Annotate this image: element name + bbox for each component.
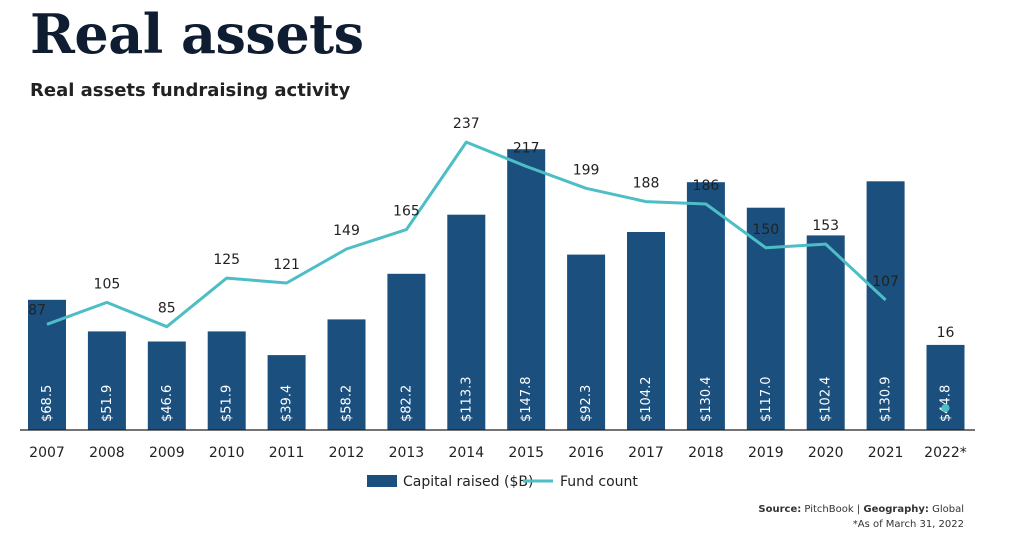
bar-value-label: $51.9 <box>100 385 115 422</box>
x-tick-label: 2013 <box>389 445 425 461</box>
x-tick-label: 2014 <box>448 445 484 461</box>
tick-layer: 2007 2008 2009 2010 2011 2012 2013 2014 2015 2016… <box>29 445 967 461</box>
fund-count-label: 186 <box>693 178 720 194</box>
bar-value-label: $147.8 <box>519 377 534 423</box>
fund-count-label: 149 <box>333 223 360 239</box>
legend-bar-swatch <box>367 475 397 487</box>
bar <box>28 299 66 430</box>
fund-count-label: 16 <box>937 325 955 341</box>
bar <box>87 331 126 430</box>
x-tick-label: 2008 <box>89 445 125 461</box>
fund-count-label: 199 <box>573 162 600 178</box>
source-line: Source: PitchBook | Geography: Global <box>758 504 964 515</box>
bar-value-label: $68.5 <box>40 385 55 422</box>
bar <box>627 232 665 430</box>
fund-count-label: 85 <box>158 301 176 317</box>
bar-value-label: $104.2 <box>639 377 654 423</box>
source-value: PitchBook <box>804 504 854 515</box>
bar <box>327 319 366 430</box>
fund-count-label: 150 <box>752 222 779 238</box>
x-tick-label: 2016 <box>568 445 604 461</box>
bar-value-label: $102.4 <box>819 377 834 423</box>
fund-count-label: 125 <box>213 252 240 268</box>
legend-line-label: Fund count <box>560 474 638 490</box>
fund-count-label: 165 <box>393 204 420 220</box>
bar <box>387 273 426 430</box>
fund-count-label: 105 <box>94 276 121 292</box>
bar <box>686 182 725 430</box>
bar <box>746 207 785 430</box>
geography-label: Geography: <box>863 504 929 515</box>
bar <box>447 214 486 430</box>
fund-count-label: 237 <box>453 116 480 132</box>
fund-count-label: 107 <box>872 274 899 290</box>
x-tick-label: 2009 <box>149 445 185 461</box>
x-tick-label: 2010 <box>209 445 245 461</box>
legend: Capital raised ($B) Fund count <box>367 474 638 490</box>
bar <box>926 344 965 430</box>
bar-value-label: $46.6 <box>160 385 175 422</box>
x-tick-label: 2017 <box>628 445 664 461</box>
x-tick-label: 2018 <box>688 445 724 461</box>
bar-value-label: $130.9 <box>879 377 894 423</box>
bar-value-label: $39.4 <box>280 385 295 422</box>
bar-value-label: $117.0 <box>759 377 774 423</box>
bar-value-label: $113.3 <box>459 377 474 423</box>
bar <box>567 254 606 430</box>
bar-value-label: $92.3 <box>579 385 594 422</box>
fund-count-label: 87 <box>28 302 46 318</box>
legend-bar-label: Capital raised ($B) <box>403 474 533 490</box>
source-label: Source: <box>758 504 802 515</box>
bar <box>507 149 546 430</box>
fundraising-chart: $68.5 $51.9 $46.6 $51.9 $39.4 $58.2 $82.2 $113.… <box>20 116 975 490</box>
count-labels-layer: 87 105 85 125 121 149 165 237 217 199 188 186 150 153… <box>28 116 954 341</box>
bar <box>866 181 905 430</box>
fund-count-label: 153 <box>812 218 839 234</box>
line-layer <box>46 140 950 412</box>
footnote: *As of March 31, 2022 <box>852 519 964 530</box>
bar-value-label: $51.9 <box>220 385 235 422</box>
bar <box>267 355 306 430</box>
footer-separator: | <box>856 504 861 515</box>
x-tick-label: 2022* <box>924 445 967 461</box>
fund-count-label: 188 <box>633 176 660 192</box>
bar <box>806 235 845 430</box>
x-tick-label: 2007 <box>29 445 65 461</box>
bar <box>207 331 246 430</box>
bar-value-label: $82.2 <box>399 385 414 422</box>
x-tick-label: 2015 <box>508 445 544 461</box>
x-tick-label: 2011 <box>269 445 305 461</box>
fund-count-line <box>46 140 887 329</box>
fund-count-label: 121 <box>273 257 300 273</box>
x-tick-label: 2021 <box>868 445 904 461</box>
bar-value-label: $44.8 <box>939 385 954 422</box>
bar-value-label: $58.2 <box>340 385 355 422</box>
geography-value: Global <box>932 504 964 515</box>
fund-count-marker <box>941 404 950 412</box>
page-title: Real assets <box>30 2 364 66</box>
fund-count-label: 217 <box>513 140 540 156</box>
bar-labels-layer: $68.5 $51.9 $46.6 $51.9 $39.4 $58.2 $82.2 $113.… <box>40 377 954 423</box>
x-tick-label: 2020 <box>808 445 844 461</box>
bars-layer <box>28 149 965 430</box>
bar-value-label: $130.4 <box>699 377 714 423</box>
bar <box>147 341 186 430</box>
x-tick-label: 2019 <box>748 445 784 461</box>
chart-subtitle: Real assets fundraising activity <box>30 80 351 101</box>
x-tick-label: 2012 <box>329 445 365 461</box>
